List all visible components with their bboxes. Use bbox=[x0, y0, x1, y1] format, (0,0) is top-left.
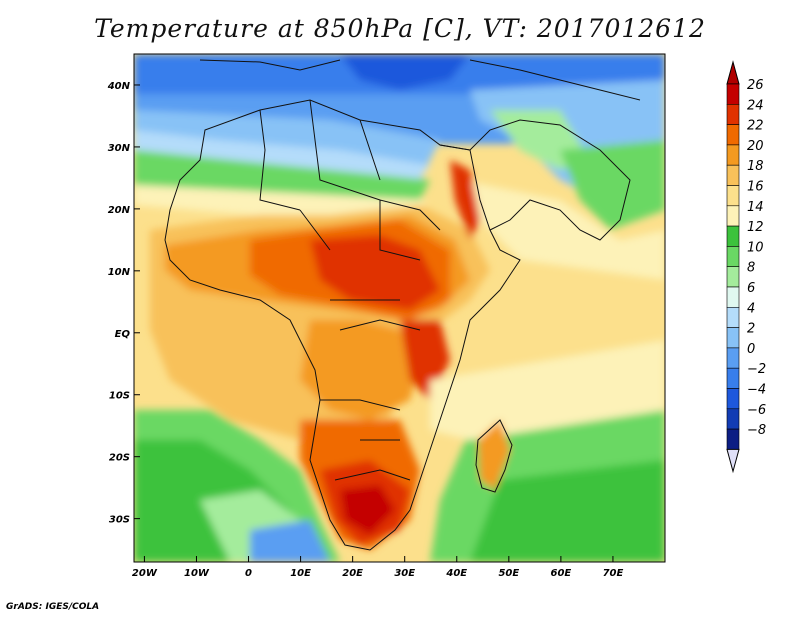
colorbar-swatch bbox=[726, 408, 740, 430]
lat-tick-label: 10S bbox=[109, 391, 130, 402]
lon-tick-label: 10E bbox=[290, 568, 311, 579]
colorbar-label: 2 bbox=[747, 322, 755, 337]
colorbar-swatch bbox=[726, 286, 740, 308]
lon-tick-label: 40E bbox=[445, 568, 467, 579]
colorbar-label: 10 bbox=[747, 240, 764, 255]
colorbar-swatch bbox=[726, 306, 740, 328]
colorbar-label: 0 bbox=[747, 342, 755, 357]
colorbar-swatch bbox=[726, 225, 740, 247]
colorbar-label: 20 bbox=[747, 139, 764, 154]
lat-tick-label: 20N bbox=[108, 205, 131, 216]
colorbar-label: 16 bbox=[747, 180, 764, 195]
colorbar-label: 8 bbox=[747, 261, 755, 276]
colorbar-swatch bbox=[726, 83, 740, 105]
lon-tick-label: 50E bbox=[498, 568, 519, 579]
colorbar-label: 4 bbox=[747, 301, 755, 316]
colorbar-label: 12 bbox=[747, 220, 764, 235]
coastlines bbox=[164, 59, 641, 551]
colorbar-swatch bbox=[726, 144, 740, 166]
colorbar-under-arrow bbox=[726, 448, 740, 474]
colorbar-swatch bbox=[726, 428, 740, 450]
lat-tick-label: 10N bbox=[108, 267, 131, 278]
colorbar-swatch bbox=[726, 205, 740, 227]
colorbar-label: 26 bbox=[747, 78, 764, 93]
colorbar-swatch bbox=[726, 104, 740, 125]
plot-frame bbox=[133, 53, 666, 563]
colorbar-label: 22 bbox=[747, 119, 764, 134]
colorbar-swatch bbox=[726, 367, 740, 389]
map-title: Temperature at 850hPa [C], VT: 201701261… bbox=[94, 14, 706, 43]
colorbar-swatch bbox=[726, 164, 740, 186]
colorbar-swatch bbox=[726, 124, 740, 146]
grads-credit: GrADS: IGES/COLA bbox=[6, 602, 100, 612]
lon-tick-label: 60E bbox=[551, 568, 572, 579]
lat-tick-label: 40N bbox=[107, 81, 131, 92]
colorbar-swatch bbox=[726, 185, 740, 207]
colorbar-swatch bbox=[726, 246, 740, 267]
colorbar-label: 24 bbox=[747, 98, 764, 113]
latitude-axis: 40N 30N 20N 10N EQ 10S 20S 30S bbox=[107, 81, 140, 526]
colorbar-label: −4 bbox=[747, 383, 766, 398]
lon-tick-label: 70E bbox=[603, 568, 624, 579]
lon-tick-label: 20E bbox=[342, 568, 363, 579]
lon-tick-label: 0 bbox=[245, 568, 252, 579]
colorbar-over-arrow bbox=[726, 60, 740, 85]
lon-tick-label: 20W bbox=[132, 568, 158, 579]
colorbar-swatch bbox=[726, 266, 740, 288]
colorbar-swatch bbox=[726, 347, 740, 369]
lat-tick-label: 20S bbox=[109, 453, 130, 464]
colorbar-swatch bbox=[726, 327, 740, 349]
colorbar-swatch bbox=[726, 388, 740, 410]
longitude-axis: 20W 10W 0 10E 20E 30E 40E 50E 60E 70E bbox=[132, 556, 624, 579]
temperature-field bbox=[134, 54, 665, 562]
lat-tick-label: 30N bbox=[108, 143, 131, 154]
colorbar-label: 14 bbox=[747, 200, 764, 215]
colorbar-label: 6 bbox=[747, 281, 755, 296]
colorbar-label: −6 bbox=[747, 403, 766, 418]
lon-tick-label: 30E bbox=[394, 568, 415, 579]
lat-tick-label: 30S bbox=[109, 515, 130, 526]
colorbar-label: −2 bbox=[747, 362, 766, 377]
colorbar-label: −8 bbox=[747, 423, 766, 438]
colorbar-label: 18 bbox=[747, 159, 764, 174]
lon-tick-label: 10W bbox=[184, 568, 210, 579]
lat-tick-label: EQ bbox=[115, 329, 131, 340]
